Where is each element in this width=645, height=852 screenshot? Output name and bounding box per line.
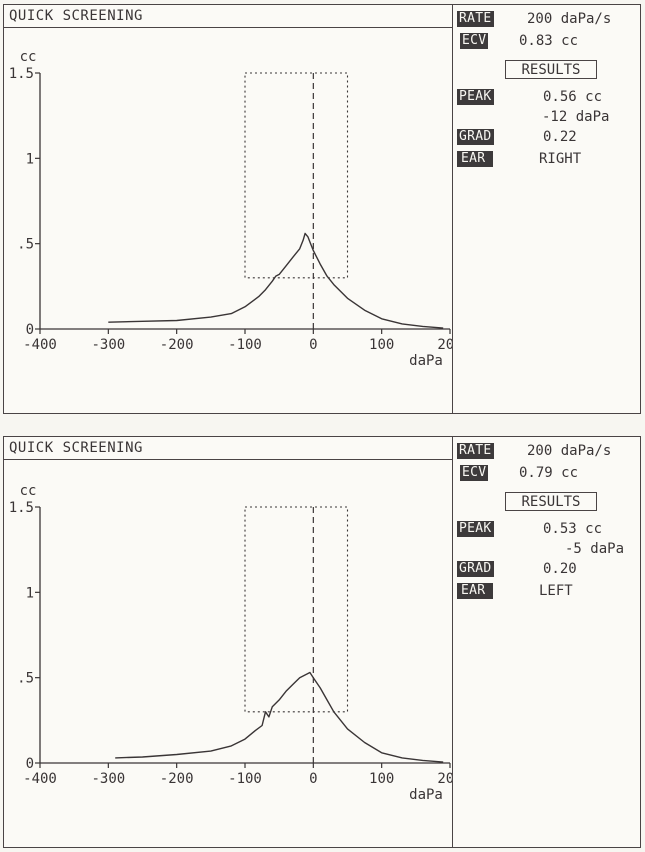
grad-value: 0.20	[543, 561, 577, 577]
y-tick-label: 1.5	[9, 500, 34, 516]
results-panel: RATE 200 daPa/s ECV 0.83 cc RESULTS PEAK…	[457, 8, 639, 208]
panel-divider	[452, 437, 453, 847]
x-tick-label: 200	[437, 771, 452, 787]
x-tick-label: 100	[369, 337, 394, 353]
title-rule	[4, 27, 452, 28]
x-axis-label: daPa	[409, 353, 443, 369]
results-panel: RATE 200 daPa/s ECV 0.79 cc RESULTS PEAK…	[457, 440, 639, 640]
x-tick-label: 100	[369, 771, 394, 787]
x-tick-label: 0	[309, 771, 317, 787]
ear-row: EAR RIGHT	[457, 150, 581, 168]
results-heading: RESULTS	[505, 60, 597, 79]
panel-title: QUICK SCREENING	[9, 8, 143, 24]
y-tick-label: 0	[26, 756, 34, 772]
y-tick-label: 0	[26, 322, 34, 338]
y-tick-label: .5	[17, 237, 34, 253]
ecv-row: ECV 0.83 cc	[457, 32, 578, 50]
peak-label: PEAK	[457, 521, 494, 537]
title-rule	[4, 459, 452, 460]
x-tick-label: -300	[91, 337, 125, 353]
y-tick-label: 1.5	[9, 66, 34, 82]
x-tick-label: -200	[160, 771, 194, 787]
peak-pressure: -5 daPa	[565, 541, 625, 557]
panel-divider	[452, 5, 453, 413]
x-tick-label: 0	[309, 337, 317, 353]
x-tick-label: -100	[228, 337, 262, 353]
ear-row: EAR LEFT	[457, 582, 573, 600]
rate-value: 200 daPa/s	[527, 11, 612, 27]
peak-pressure: -12 daPa	[542, 109, 610, 125]
ecv-value: 0.83 cc	[519, 33, 579, 49]
tympanogram-panel-left: QUICK SCREENING 0.5 1 1.5 -400 -300 -200 -100 0…	[3, 436, 641, 848]
y-axis-label: cc	[20, 49, 37, 65]
grad-row: GRAD 0.20	[457, 560, 577, 578]
ear-value: RIGHT	[539, 151, 582, 167]
peak-row: PEAK 0.53 cc	[457, 520, 602, 538]
x-axis-label: daPa	[409, 787, 443, 803]
ecv-label: ECV	[460, 465, 489, 481]
panel-title: QUICK SCREENING	[9, 440, 143, 456]
rate-label: RATE	[457, 11, 494, 27]
ear-label: EAR	[457, 151, 494, 167]
ecv-label: ECV	[460, 33, 489, 49]
ear-value: LEFT	[539, 583, 573, 599]
ecv-row: ECV 0.79 cc	[457, 464, 578, 482]
rate-row: RATE 200 daPa/s	[457, 10, 611, 28]
y-tick-label: .5	[17, 671, 34, 687]
compliance-curve	[115, 671, 444, 763]
y-tick-label: 1	[26, 585, 34, 601]
x-tick-label: -400	[23, 771, 57, 787]
tympanogram-chart: 0 .5 1 1.5 -400 -300 -200 -100 0 100 200 cc daPa	[9, 483, 452, 803]
peak-volume: 0.53 cc	[543, 521, 603, 537]
pressure-window-box	[244, 506, 349, 713]
peak-volume: 0.56 cc	[543, 89, 603, 105]
grad-value: 0.22	[543, 129, 577, 145]
peak-row: PEAK 0.56 cc	[457, 88, 602, 106]
y-tick-label: 1	[26, 151, 34, 167]
ecv-value: 0.79 cc	[519, 465, 579, 481]
x-tick-label: -100	[228, 771, 262, 787]
tympanogram-panel-right: QUICK SCREENING 0.5 1 1.5 -400 -300 -200 -100 0…	[3, 4, 641, 414]
ear-label: EAR	[457, 583, 494, 599]
peak-label: PEAK	[457, 89, 494, 105]
compliance-curve	[108, 232, 444, 329]
grad-label: GRAD	[457, 129, 494, 145]
x-tick-label: -200	[160, 337, 194, 353]
tympanogram-chart: 0 .5 1 1.5 -400 -300 -200 -100 0 100 200 cc daPa	[9, 49, 452, 369]
x-tick-label: 200	[437, 337, 452, 353]
x-tick-label: -300	[91, 771, 125, 787]
results-heading: RESULTS	[505, 492, 597, 511]
rate-value: 200 daPa/s	[527, 443, 612, 459]
grad-label: GRAD	[457, 561, 494, 577]
grad-row: GRAD 0.22	[457, 128, 577, 146]
rate-label: RATE	[457, 443, 494, 459]
x-tick-label: -400	[23, 337, 57, 353]
y-axis-label: cc	[20, 483, 37, 499]
pressure-window-box	[244, 72, 349, 279]
rate-row: RATE 200 daPa/s	[457, 442, 611, 460]
